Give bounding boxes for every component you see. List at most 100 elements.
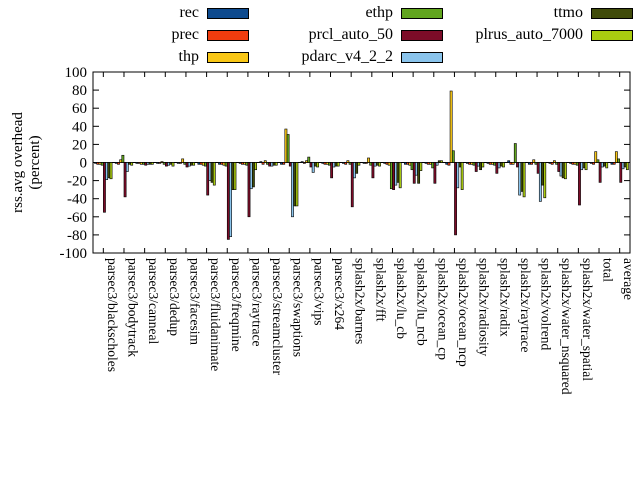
- x-category-label: parsec3/swaptions: [291, 258, 306, 357]
- bar-plrus_auto_7000: [130, 162, 134, 166]
- legend-item-ttmo: ttmo: [475, 2, 633, 24]
- bar-ethp: [617, 158, 620, 163]
- legend-label: ethp: [365, 4, 393, 21]
- bar-pdarc_v4_2_2: [394, 162, 398, 186]
- bar-prcl_auto_50: [206, 162, 210, 196]
- bar-pdarc_v4_2_2: [435, 162, 439, 166]
- bar-pdarc_v4_2_2: [600, 162, 604, 168]
- bar-pdarc_v4_2_2: [559, 162, 563, 177]
- bar-thp: [325, 162, 329, 165]
- bar-prcl_auto_50: [144, 162, 148, 166]
- bar-plrus_auto_7000: [564, 162, 567, 180]
- legend-swatch-pdarc_v4_2_2: [401, 51, 443, 63]
- bar-prcl_auto_50: [371, 162, 375, 179]
- bar-prec: [447, 162, 451, 166]
- y-tick-label: 20: [72, 137, 87, 153]
- bar-thp: [263, 160, 267, 163]
- x-category-label: splash2x/lu_ncb: [415, 258, 430, 346]
- bar-prec: [612, 162, 616, 165]
- bar-prec: [364, 162, 368, 164]
- legend-label: plrus_auto_7000: [475, 26, 583, 43]
- bar-rec: [569, 162, 573, 164]
- bar-rec: [94, 162, 98, 164]
- bar-plrus_auto_7000: [481, 162, 485, 168]
- bar-ethp: [410, 162, 414, 171]
- bar-ethp: [389, 162, 393, 190]
- x-category-label: splash2x/water_spatial: [580, 258, 595, 381]
- bar-prcl_auto_50: [495, 162, 499, 174]
- x-category-label: splash2x/raytrace: [518, 258, 533, 352]
- bar-prec: [488, 162, 492, 165]
- x-category-label: splash2x/fft: [373, 258, 388, 322]
- x-category-label: splash2x/volrend: [539, 258, 554, 350]
- bar-thp: [614, 151, 618, 163]
- bar-pdarc_v4_2_2: [105, 162, 109, 180]
- bar-ethp: [204, 162, 207, 167]
- bar-thp: [98, 162, 102, 165]
- bar-thp: [181, 158, 185, 163]
- bar-thp: [119, 159, 123, 163]
- bar-rec: [527, 162, 531, 165]
- bar-thp: [491, 162, 494, 165]
- legend-swatch-prcl_auto_50: [401, 29, 443, 41]
- bar-thp: [284, 128, 288, 163]
- bar-thp: [243, 162, 247, 165]
- bar-rec: [589, 162, 593, 164]
- bar-ttmo: [603, 162, 606, 167]
- bar-prcl_auto_50: [557, 162, 561, 172]
- bar-plrus_auto_7000: [357, 162, 361, 166]
- bar-rec: [176, 162, 180, 164]
- bar-ttmo: [293, 162, 297, 207]
- legend-swatch-rec: [207, 7, 249, 19]
- x-category-label: splash2x/ocean_ncp: [456, 258, 471, 367]
- bar-pdarc_v4_2_2: [580, 162, 584, 171]
- legend-item-prcl_auto_50: prcl_auto_50: [301, 24, 443, 46]
- bar-prcl_auto_50: [433, 162, 437, 184]
- x-category-label: parsec3/freqmine: [229, 258, 244, 352]
- bar-pdarc_v4_2_2: [249, 162, 253, 190]
- bar-ethp: [328, 162, 331, 166]
- bar-prcl_auto_50: [288, 162, 292, 167]
- bar-prcl_auto_50: [516, 162, 519, 168]
- bar-prcl_auto_50: [247, 162, 251, 218]
- bar-prcl_auto_50: [392, 162, 395, 190]
- bar-prcl_auto_50: [578, 162, 581, 206]
- bar-plrus_auto_7000: [316, 162, 319, 168]
- bar-ethp: [369, 162, 373, 166]
- bar-prec: [571, 162, 575, 165]
- bar-thp: [387, 162, 391, 166]
- x-category-label: parsec3/dedup: [167, 258, 182, 336]
- bar-prcl_auto_50: [454, 162, 457, 236]
- bar-prec: [261, 162, 265, 165]
- bar-ethp: [224, 162, 228, 167]
- y-tick-label: 80: [72, 83, 87, 99]
- bar-ttmo: [128, 162, 131, 165]
- bar-prec: [509, 162, 513, 165]
- bar-rec: [342, 162, 345, 164]
- bar-thp: [346, 160, 350, 163]
- bar-plrus_auto_7000: [254, 162, 258, 171]
- bar-prcl_auto_50: [103, 162, 106, 213]
- y-tick-label: 40: [72, 119, 87, 135]
- bar-thp: [408, 162, 412, 166]
- bar-prcl_auto_50: [619, 162, 623, 183]
- legend-item-ethp: ethp: [301, 2, 443, 24]
- bar-plrus_auto_7000: [336, 162, 340, 167]
- x-category-label: parsec3/blackscholes: [105, 258, 120, 372]
- bar-prec: [302, 162, 306, 164]
- legend-item-thp: thp: [171, 46, 249, 68]
- bar-prec: [158, 162, 162, 164]
- bar-ttmo: [148, 162, 152, 165]
- y-tick-label: -40: [67, 192, 87, 208]
- bar-pdarc_v4_2_2: [125, 162, 129, 172]
- bar-ethp: [266, 162, 269, 165]
- bar-rec: [362, 162, 366, 164]
- bar-ethp: [183, 162, 187, 165]
- bar-plrus_auto_7000: [378, 162, 381, 167]
- legend-column: ttmo plrus_auto_7000: [475, 2, 633, 46]
- bar-prec: [426, 162, 430, 165]
- bar-pdarc_v4_2_2: [415, 162, 418, 176]
- bar-prcl_auto_50: [123, 162, 127, 198]
- bar-thp: [532, 159, 536, 163]
